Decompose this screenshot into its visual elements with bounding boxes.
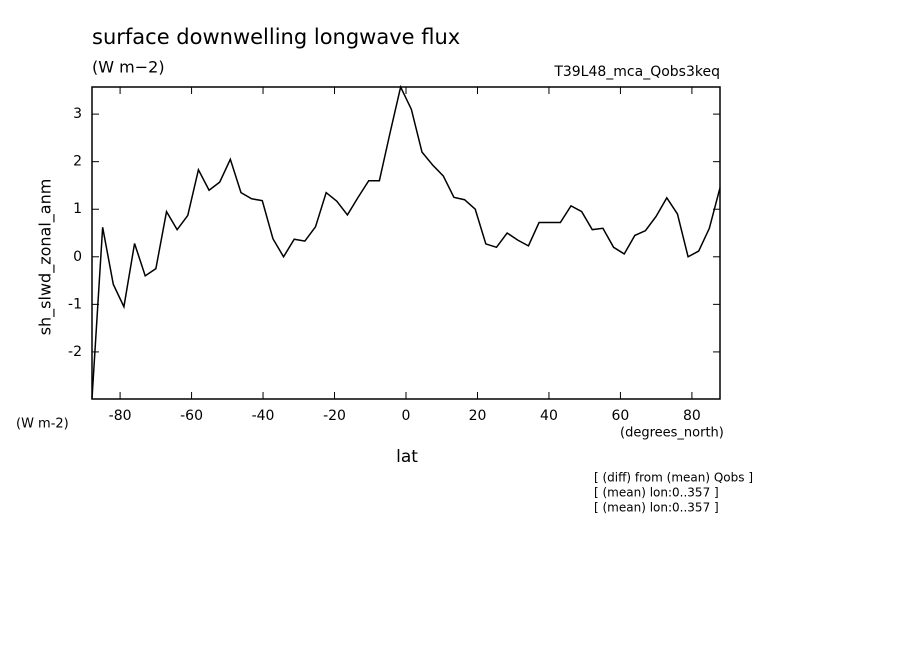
x-axis-label: lat [396,447,418,467]
x-tick-label: 60 [612,408,630,424]
y-tick-label: 3 [73,106,82,122]
y-units: (W m-2) [16,417,69,432]
chart-title: surface downwelling longwave flux [92,25,460,49]
y-axis-label: sh_slwd_zonal_anm [36,179,56,336]
data-line [91,84,721,399]
x-tick-label: 80 [683,408,701,424]
run-label: T39L48_mca_Qobs3keq [553,64,720,80]
chart-subtitle: (W m−2) [92,58,165,77]
note: [ (mean) lon:0..357 ] [594,486,719,500]
y-tick-label: 2 [73,154,82,170]
note: [ (mean) lon:0..357 ] [594,501,719,515]
note: [ (diff) from (mean) Qobs ] [594,471,753,485]
x-tick-label: 20 [469,408,487,424]
y-tick-label: 1 [73,201,82,217]
x-tick-label: 0 [402,408,411,424]
x-tick-label: -60 [180,408,203,424]
x-tick-label: -80 [109,408,132,424]
x-tick-label: 40 [540,408,558,424]
x-tick-label: -20 [323,408,346,424]
y-tick-label: 0 [73,249,82,265]
x-tick-label: -40 [252,408,275,424]
x-units: (degrees_north) [620,426,724,441]
y-tick-label: -1 [68,296,82,312]
y-tick-label: -2 [68,344,82,360]
plot-frame [91,86,721,400]
